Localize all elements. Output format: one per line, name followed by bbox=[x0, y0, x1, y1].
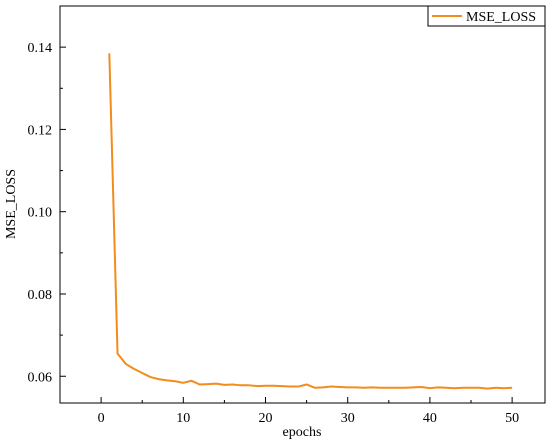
plot-frame bbox=[59, 5, 546, 404]
y-tick-label: 0.08 bbox=[28, 288, 53, 303]
x-axis-title: epochs bbox=[283, 425, 322, 440]
x-tick-label: 0 bbox=[98, 411, 105, 426]
y-axis-ticks: 0.06 0.08 0.10 0.12 0.14 bbox=[28, 41, 66, 385]
x-axis-ticks: 0 10 20 30 40 50 bbox=[98, 397, 519, 426]
legend-box bbox=[427, 5, 546, 27]
x-tick-label: 40 bbox=[423, 411, 437, 426]
x-tick-label: 20 bbox=[259, 411, 273, 426]
y-tick-label: 0.06 bbox=[28, 370, 53, 385]
y-axis-title: MSE_LOSS bbox=[4, 169, 19, 239]
series-line-mse-loss bbox=[108, 53, 513, 390]
y-tick-label: 0.12 bbox=[28, 123, 53, 138]
x-tick-label: 30 bbox=[341, 411, 355, 426]
legend-label-mse-loss: MSE_LOSS bbox=[466, 10, 536, 25]
x-tick-label: 10 bbox=[176, 411, 190, 426]
y-tick-label: 0.14 bbox=[28, 41, 53, 56]
y-tick-label: 0.10 bbox=[28, 206, 53, 221]
legend: MSE_LOSS bbox=[427, 5, 546, 27]
x-tick-label: 50 bbox=[505, 411, 519, 426]
series-layer bbox=[108, 53, 513, 390]
